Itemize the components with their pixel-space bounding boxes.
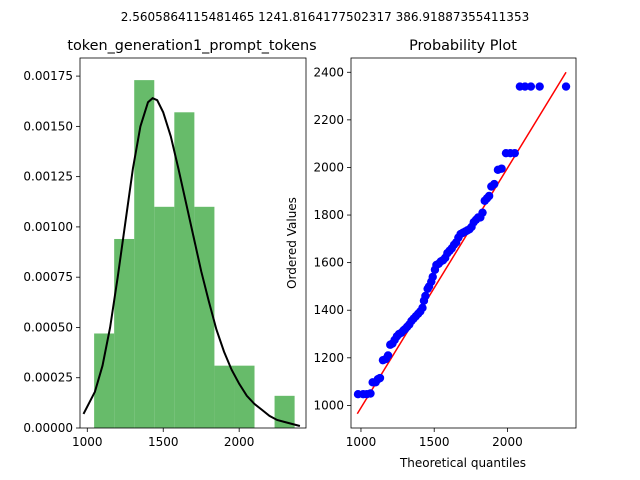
probability-point (497, 164, 506, 173)
histogram-x-ticks: 1000 1500 2000 (72, 428, 254, 449)
y-tick-label: 1600 (313, 256, 344, 270)
y-tick-label: 0.00100 (23, 220, 73, 234)
y-tick-label: 1800 (313, 208, 344, 222)
probability-point (383, 351, 393, 360)
probability-plot-title: Probability Plot (409, 38, 517, 54)
histogram-panel: token_generation1_prompt_tokens 1000 1500… (23, 38, 316, 449)
histogram-bar (154, 206, 175, 428)
x-tick-label: 1500 (148, 435, 179, 449)
figure-suptitle: 2.5605864115481465 1241.8164177502317 38… (121, 10, 529, 24)
probability-points (353, 82, 571, 399)
histogram-bar (114, 238, 135, 428)
y-tick-label: 0.00175 (23, 69, 73, 83)
probability-y-ticks: 1000 1200 1400 1600 1800 2000 2200 2400 (313, 65, 351, 412)
x-tick-label: 2000 (224, 435, 255, 449)
x-tick-label: 1000 (346, 435, 377, 449)
histogram-bar (94, 333, 115, 428)
y-tick-label: 0.00000 (23, 421, 73, 435)
y-tick-label: 2000 (313, 160, 344, 174)
probability-point (375, 373, 385, 383)
histogram-bar (174, 112, 195, 428)
probability-x-label: Theoretical quantiles (399, 456, 526, 470)
x-tick-label: 2000 (492, 435, 523, 449)
histogram-title: token_generation1_prompt_tokens (67, 38, 316, 54)
histogram-bar (234, 365, 255, 428)
probability-y-label: Ordered Values (285, 197, 299, 289)
y-tick-label: 1200 (313, 351, 344, 365)
probability-point (561, 82, 571, 91)
probability-point (418, 303, 427, 313)
probability-x-ticks: 1000 1500 2000 (346, 428, 523, 449)
histogram-bar (194, 206, 215, 428)
y-tick-label: 0.00150 (23, 119, 73, 133)
y-tick-label: 0.00125 (23, 170, 73, 184)
y-tick-label: 2200 (313, 113, 344, 127)
probability-point (478, 208, 487, 217)
probability-point (484, 191, 494, 201)
probability-plot-panel: Probability Plot 1000 1500 2000 1000 1200 14… (285, 38, 577, 470)
histogram-bar (214, 365, 235, 428)
x-tick-label: 1500 (419, 435, 450, 449)
probability-point (526, 82, 536, 91)
probability-point (428, 272, 437, 282)
density-curve (82, 97, 301, 427)
probability-axes-frame (350, 57, 577, 429)
y-tick-label: 1000 (313, 398, 344, 412)
probability-point (366, 389, 375, 398)
histogram-y-ticks: 0.00000 0.00025 0.00050 0.00075 0.00100 0.001… (23, 69, 80, 435)
y-tick-label: 0.00025 (23, 371, 73, 385)
probability-point (520, 82, 530, 91)
probability-point (421, 291, 430, 301)
y-tick-label: 2400 (313, 65, 344, 79)
x-tick-label: 1000 (72, 435, 103, 449)
probability-point (490, 179, 499, 189)
probability-point (535, 82, 544, 91)
y-tick-label: 0.00075 (23, 270, 73, 284)
fit-line (356, 71, 567, 415)
y-tick-label: 0.00050 (23, 320, 73, 334)
y-tick-label: 1400 (313, 303, 344, 317)
histogram-bar (134, 80, 155, 428)
probability-point (510, 148, 519, 158)
histogram-axes-frame (79, 57, 307, 429)
